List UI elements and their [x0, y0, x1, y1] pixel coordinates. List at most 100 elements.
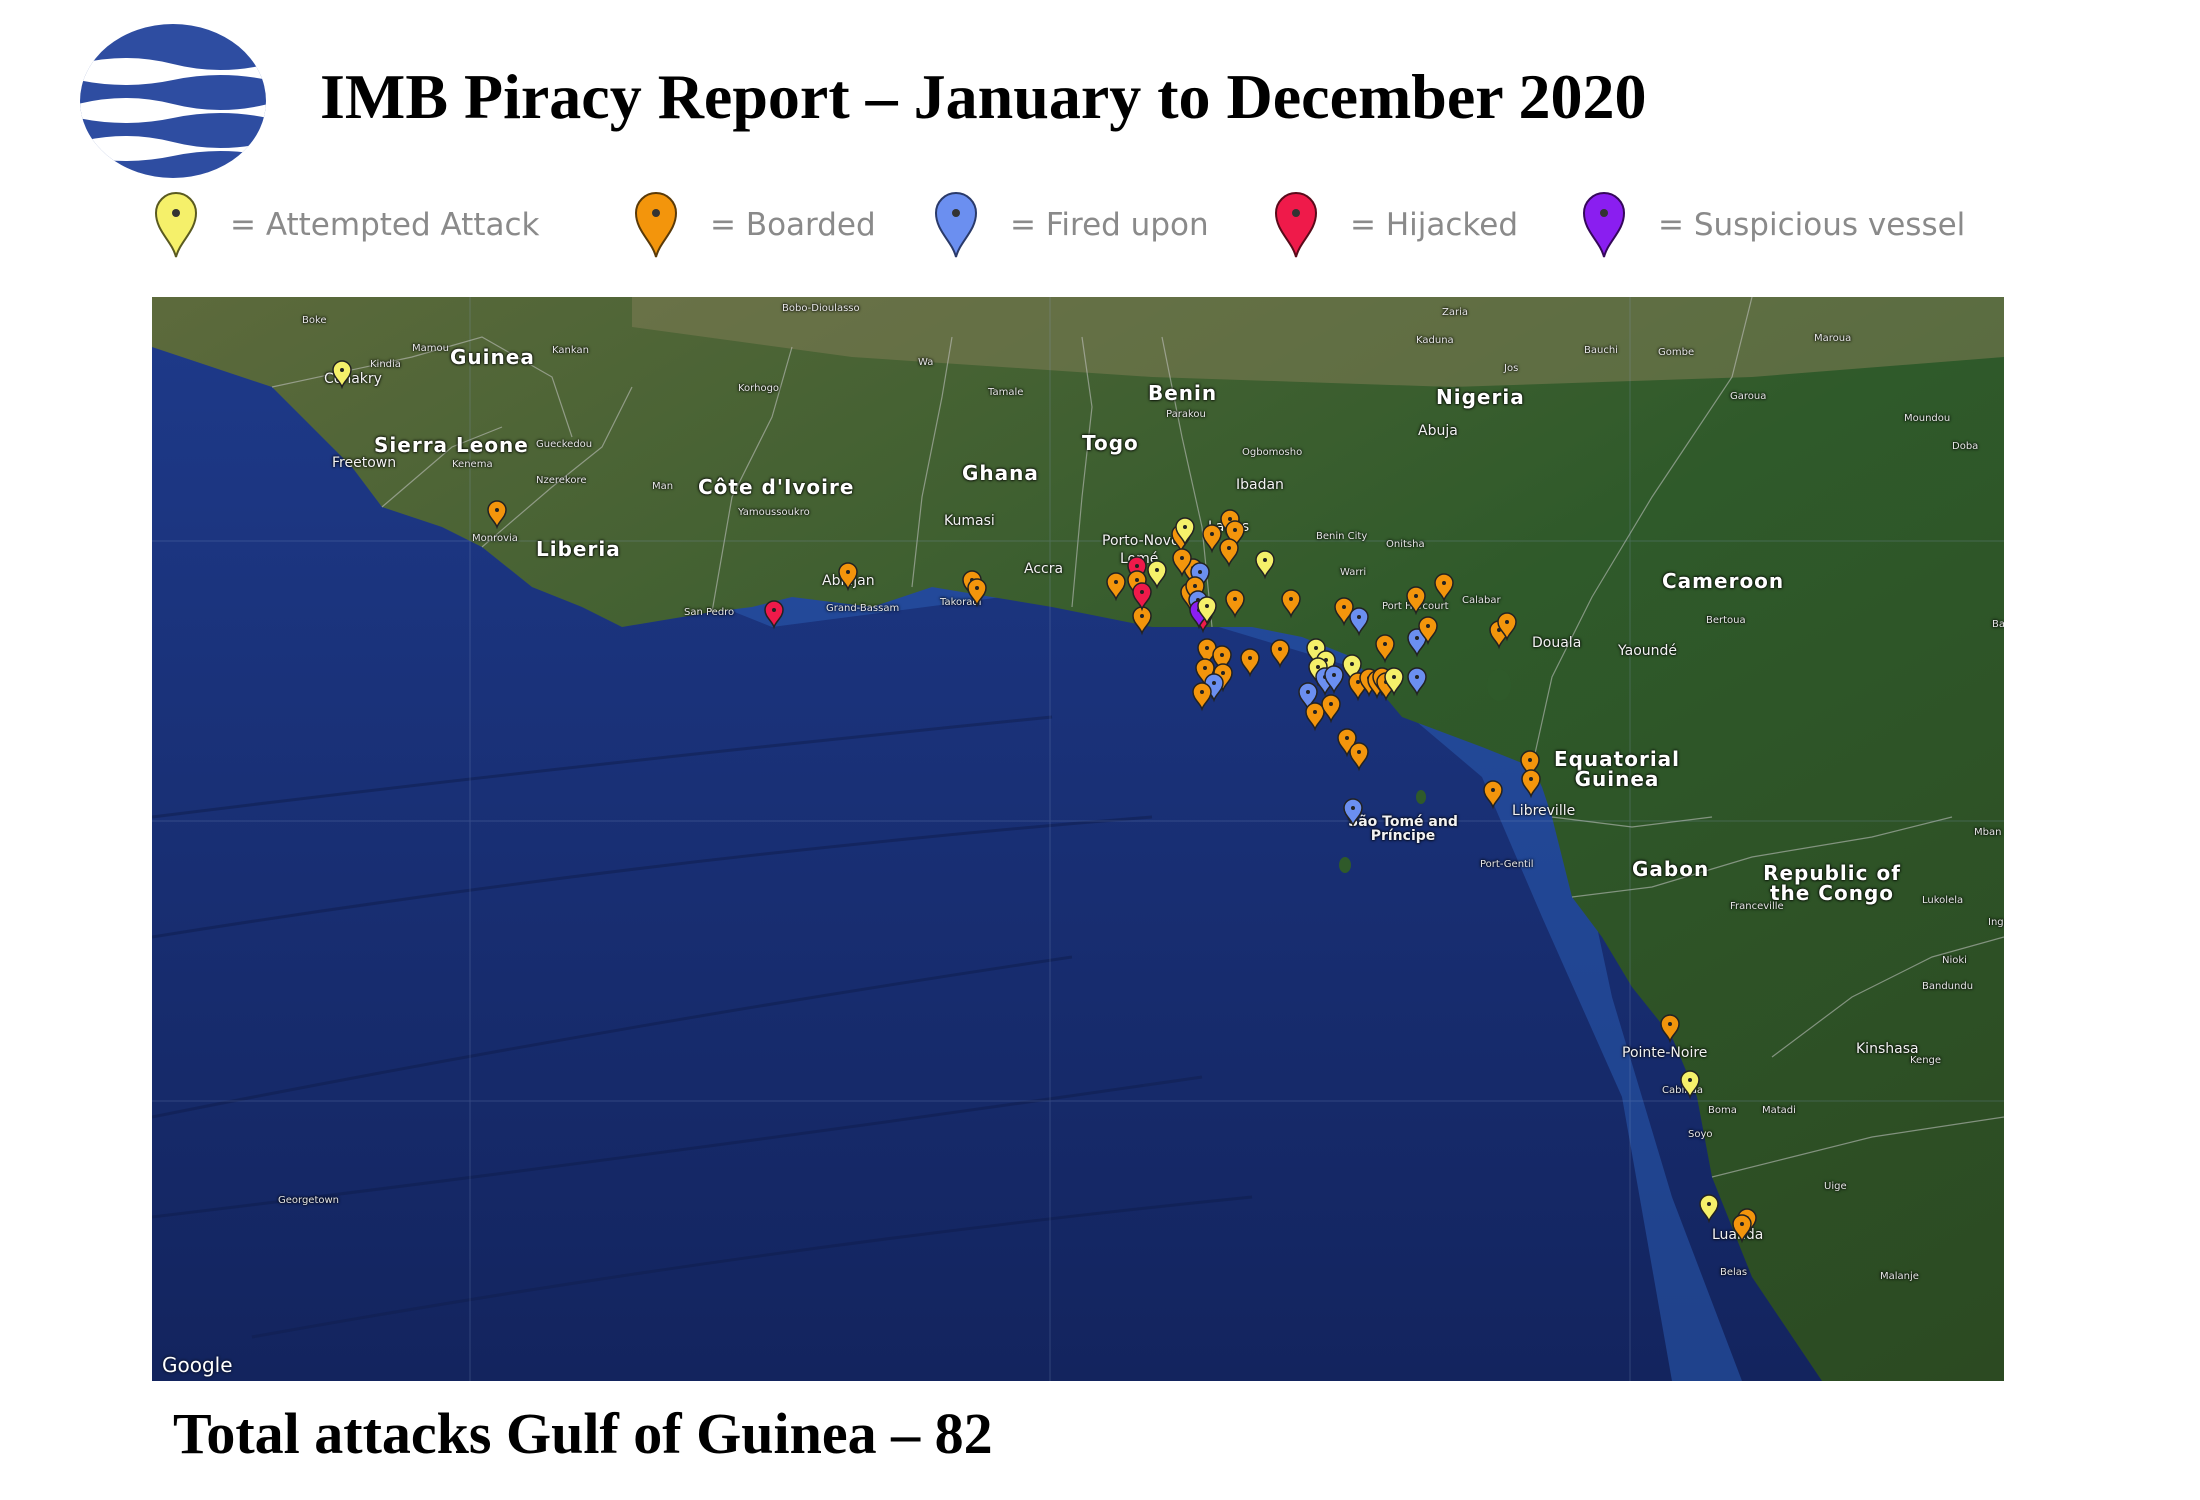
marker-boarded[interactable] — [1225, 520, 1245, 550]
marker-boarded[interactable] — [1270, 639, 1290, 669]
legend-label: = Attempted Attack — [230, 207, 540, 243]
marker-attempted-attack[interactable] — [1147, 560, 1167, 590]
marker-boarded[interactable] — [1212, 645, 1232, 675]
marker-boarded[interactable] — [487, 500, 507, 530]
marker-boarded[interactable] — [1483, 780, 1503, 810]
marker-attempted-attack[interactable] — [332, 360, 352, 390]
marker-boarded[interactable] — [1406, 586, 1426, 616]
marker-boarded[interactable] — [838, 562, 858, 592]
label-port-gentil: Port-Gentil — [1480, 859, 1534, 870]
label-ibadan: Ibadan — [1236, 477, 1284, 493]
label-moundou: Moundou — [1904, 413, 1951, 424]
label-cote-divoire: Côte d'Ivoire — [698, 475, 855, 499]
map-pin-icon — [154, 192, 198, 258]
legend-attempted-attack: = Attempted Attack — [150, 190, 539, 260]
label-takoradi: Takoradi — [940, 597, 982, 608]
marker-fired-upon[interactable] — [1407, 667, 1427, 697]
marker-attempted-attack[interactable] — [1342, 654, 1362, 684]
marker-boarded[interactable] — [1321, 694, 1341, 724]
marker-boarded[interactable] — [1172, 548, 1192, 578]
marker-fired-upon[interactable] — [1324, 665, 1344, 695]
label-ba: Ba — [1992, 619, 2004, 630]
google-attribution: Google — [162, 1353, 233, 1377]
label-nioki: Nioki — [1942, 955, 1967, 966]
marker-fired-upon[interactable] — [1298, 682, 1318, 712]
label-monrovia: Monrovia — [472, 533, 518, 544]
label-nzerekore: Nzerekore — [536, 475, 587, 486]
marker-boarded[interactable] — [1497, 612, 1517, 642]
label-libreville: Libreville — [1512, 803, 1576, 819]
satellite-map[interactable]: Guinea Sierra Leone Liberia Côte d'Ivoir… — [152, 297, 2004, 1381]
label-calabar: Calabar — [1462, 595, 1501, 606]
report-title: IMB Piracy Report – January to December … — [320, 61, 1647, 132]
label-san-pedro: San Pedro — [684, 607, 735, 618]
legend-suspicious-vessel: = Suspicious vessel — [1578, 190, 1965, 260]
label-lukolela: Lukolela — [1922, 895, 1964, 906]
label-republic-of-the-congo: Republic of the Congo — [1763, 861, 1901, 905]
imb-logo — [80, 24, 266, 178]
label-freetown: Freetown — [332, 455, 397, 471]
label-mamou: Mamou — [412, 343, 449, 354]
marker-boarded[interactable] — [1732, 1214, 1752, 1244]
marker-boarded[interactable] — [1375, 634, 1395, 664]
label-belas: Belas — [1720, 1267, 1748, 1278]
label-kumasi: Kumasi — [944, 513, 995, 529]
label-gombe: Gombe — [1658, 347, 1695, 358]
label-man: Man — [652, 481, 674, 492]
marker-boarded[interactable] — [1202, 524, 1222, 554]
marker-boarded[interactable] — [1520, 750, 1540, 780]
label-warri: Warri — [1340, 567, 1367, 578]
marker-fired-upon[interactable] — [1407, 628, 1427, 658]
marker-boarded[interactable] — [1349, 742, 1369, 772]
marker-attempted-attack[interactable] — [1699, 1194, 1719, 1224]
map-legend: = Attempted Attack = Boarded = Fired upo… — [150, 190, 2010, 260]
marker-fired-upon[interactable] — [1343, 798, 1363, 828]
marker-fired-upon[interactable] — [1349, 607, 1369, 637]
label-kindia: Kindia — [370, 359, 401, 370]
legend-fired-upon: = Fired upon — [930, 190, 1209, 260]
marker-attempted-attack[interactable] — [1680, 1070, 1700, 1100]
marker-hijacked[interactable] — [1132, 582, 1152, 612]
label-kinshasa: Kinshasa — [1856, 1041, 1919, 1057]
label-zaria: Zaria — [1442, 307, 1468, 318]
legend-label: = Hijacked — [1350, 207, 1519, 243]
map-pin-icon — [1582, 192, 1626, 258]
marker-attempted-attack[interactable] — [1175, 517, 1195, 547]
label-gueckedou: Gueckedou — [536, 439, 593, 450]
marker-boarded[interactable] — [1418, 616, 1438, 646]
marker-boarded[interactable] — [1225, 589, 1245, 619]
marker-hijacked[interactable] — [764, 600, 784, 630]
label-kaduna: Kaduna — [1416, 335, 1454, 346]
marker-boarded[interactable] — [1660, 1014, 1680, 1044]
label-boke: Boke — [302, 315, 327, 326]
label-douala: Douala — [1532, 635, 1582, 651]
legend-label: = Suspicious vessel — [1658, 207, 1966, 243]
marker-boarded[interactable] — [1240, 648, 1260, 678]
label-onitsha: Onitsha — [1386, 539, 1425, 550]
label-grand-bassam: Grand-Bassam — [826, 603, 900, 614]
label-equatorial-guinea: Equatorial Guinea — [1553, 747, 1681, 791]
label-maroua: Maroua — [1814, 333, 1852, 344]
legend-label: = Boarded — [710, 207, 876, 243]
map-base — [152, 297, 2004, 1381]
marker-boarded[interactable] — [1434, 573, 1454, 603]
label-uige: Uige — [1824, 1181, 1847, 1192]
marker-attempted-attack[interactable] — [1255, 550, 1275, 580]
label-sierra-leone: Sierra Leone — [374, 433, 529, 457]
marker-attempted-attack[interactable] — [1384, 667, 1404, 697]
marker-boarded[interactable] — [1192, 682, 1212, 712]
marker-boarded[interactable] — [967, 578, 987, 608]
marker-attempted-attack[interactable] — [1197, 596, 1217, 626]
label-franceville: Franceville — [1730, 901, 1784, 912]
marker-boarded[interactable] — [1281, 589, 1301, 619]
label-cameroon: Cameroon — [1662, 569, 1785, 593]
label-nigeria: Nigeria — [1436, 385, 1525, 409]
label-cabinda: Cabinda — [1662, 1085, 1704, 1096]
label-porto-novo: Porto-Novo — [1102, 533, 1180, 549]
marker-boarded[interactable] — [1219, 538, 1239, 568]
marker-boarded[interactable] — [1305, 702, 1325, 732]
label-tamale: Tamale — [988, 387, 1024, 398]
map-pin-icon — [634, 192, 678, 258]
marker-boarded[interactable] — [1106, 572, 1126, 602]
marker-boarded[interactable] — [1521, 769, 1541, 799]
